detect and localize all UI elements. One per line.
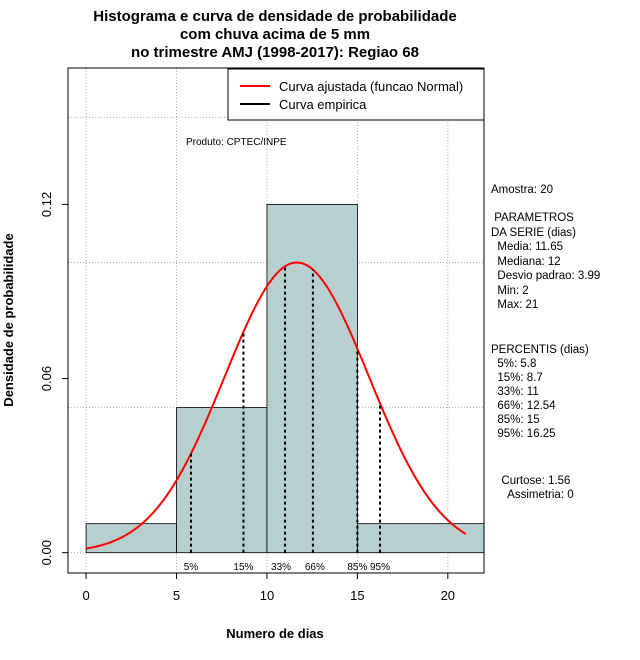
chart-title-line-1: Histograma e curva de densidade de proba… (93, 8, 456, 25)
x-tick-label: 15 (350, 588, 364, 603)
x-tick-label: 10 (260, 588, 274, 603)
params-header-1: PARAMETROS (491, 212, 574, 224)
y-tick-label: 0.06 (39, 366, 54, 391)
stat-kurtosis: Curtose: 1.56 (495, 475, 570, 487)
percentile-95: 95%: 16.25 (491, 428, 556, 440)
y-tick-label: 0.12 (39, 192, 54, 217)
percentile-85: 85%: 15 (491, 414, 540, 426)
y-axis: 0.00 0.06 0.12 (39, 192, 69, 565)
percentile-5: 5%: 5.8 (491, 358, 536, 370)
x-tick-label: 20 (441, 588, 455, 603)
statistics-panel: Amostra: 20 PARAMETROS DA SERIE (dias) M… (491, 184, 600, 501)
chart-title-line-2: com chuva acima de 5 mm (180, 26, 370, 43)
percentile-label: 66% (305, 562, 325, 573)
percentile-label: 5% (184, 562, 199, 573)
percentile-label: 15% (233, 562, 253, 573)
legend-box (227, 68, 485, 121)
percentile-lines (189, 266, 381, 553)
x-tick-label: 5 (173, 588, 180, 603)
histogram-bar (85, 523, 177, 554)
params-header-2: DA SERIE (dias) (491, 227, 576, 239)
percentile-66: 66%: 12.54 (491, 400, 556, 412)
sample-size: Amostra: 20 (491, 184, 553, 196)
stat-skewness: Assimetria: 0 (495, 489, 574, 501)
percentile-label: 33% (271, 562, 291, 573)
percentile-labels: 5% 15% 33% 66% 85% 95% (184, 562, 390, 573)
x-tick-label: 0 (82, 588, 89, 603)
stat-max: Max: 21 (491, 299, 538, 311)
x-axis: 0 5 10 15 20 (82, 572, 455, 603)
stat-mean: Media: 11.65 (491, 241, 563, 253)
y-tick-label: 0.00 (39, 540, 54, 565)
legend-label-empirical: Curva empirica (279, 97, 367, 112)
chart-title-line-3: no trimestre AMJ (1998-2017): Regiao 68 (131, 44, 419, 61)
percentile-33: 33%: 11 (491, 386, 539, 398)
stat-sd: Desvio padrao: 3.99 (491, 270, 600, 282)
stat-median: Mediana: 12 (491, 256, 561, 268)
percentile-15: 15%: 8.7 (491, 372, 543, 384)
legend-label-fit: Curva ajustada (funcao Normal) (279, 79, 463, 94)
legend: Curva ajustada (funcao Normal) Curva emp… (227, 68, 485, 121)
percentile-label: 95% (370, 562, 390, 573)
y-axis-title: Densidade de probabilidade (1, 233, 16, 406)
x-axis-title: Numero de dias (226, 626, 324, 641)
normal-curve-layer (85, 261, 467, 550)
stat-min: Min: 2 (491, 285, 529, 297)
normal-fit-curve (85, 261, 467, 550)
percentiles-header: PERCENTIS (dias) (491, 344, 589, 356)
percentile-label: 85% (347, 562, 367, 573)
product-annotation: Produto: CPTEC/INPE (186, 137, 287, 148)
histogram-bar (356, 523, 485, 554)
